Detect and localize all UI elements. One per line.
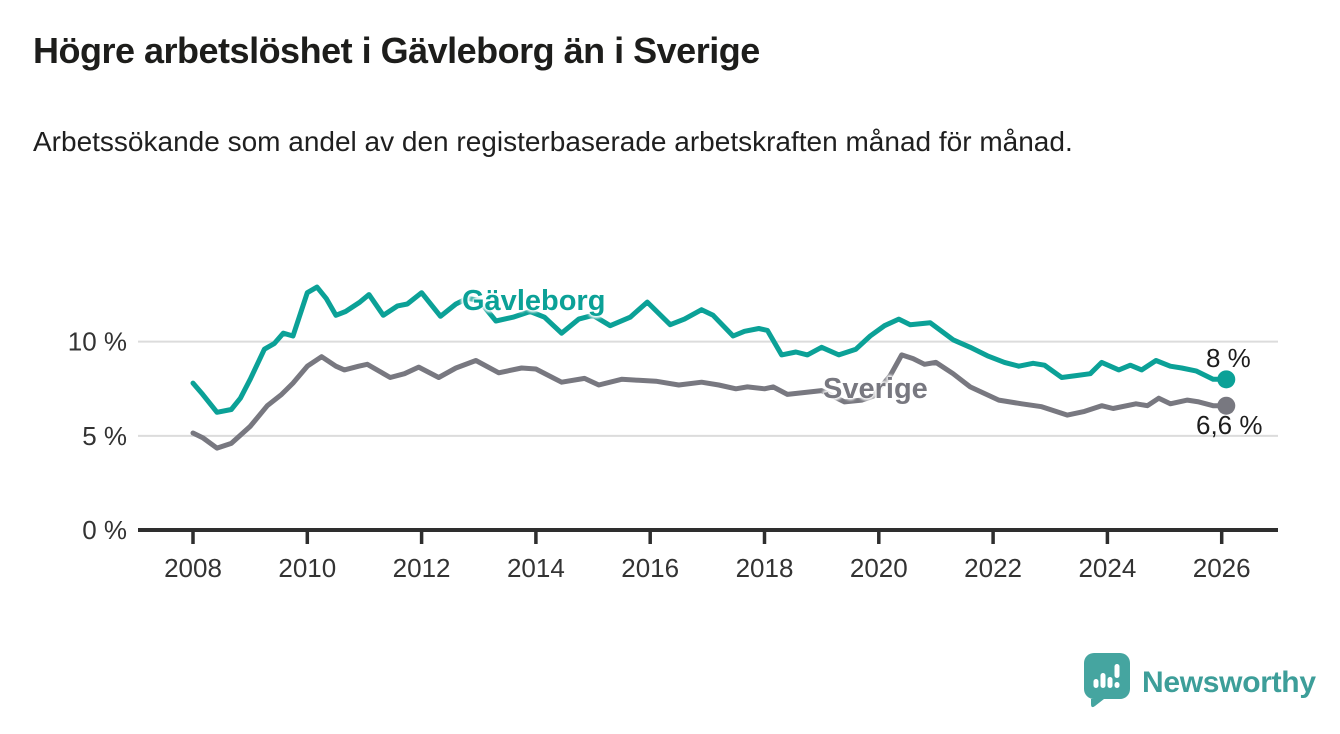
end-value-label-sverige: 6,6 % [1196, 410, 1263, 440]
chart-title: Högre arbetslöshet i Gävleborg än i Sver… [33, 30, 760, 71]
series-end-dot-sverige [1217, 396, 1236, 415]
series-label-gavleborg: Gävleborg [462, 285, 606, 317]
x-tick-label: 2018 [736, 553, 794, 583]
series-line-gävleborg [190, 284, 1229, 415]
newsworthy-logo-icon [1084, 653, 1130, 708]
y-tick-label: 0 % [82, 515, 127, 545]
x-tick-label: 2024 [1078, 553, 1136, 583]
chart-subtitle: Arbetssökande som andel av den registerb… [33, 126, 1073, 157]
series-label-sverige: Sverige [823, 373, 928, 405]
newsworthy-brand-text: Newsworthy [1142, 666, 1316, 699]
newsworthy-brand: Newsworthy [1084, 653, 1316, 713]
x-tick-label: 2014 [507, 553, 565, 583]
y-tick-label: 10 % [68, 327, 127, 357]
x-tick-label: 2022 [964, 553, 1022, 583]
y-tick-label: 5 % [82, 421, 127, 451]
x-tick-label: 2020 [850, 553, 908, 583]
series-end-dot-gävleborg [1217, 370, 1236, 389]
end-value-label-gavleborg: 8 % [1206, 343, 1251, 373]
x-tick-label: 2016 [621, 553, 679, 583]
x-tick-label: 2026 [1193, 553, 1251, 583]
series-line-sverige [190, 352, 1229, 451]
x-tick-label: 2012 [393, 553, 451, 583]
x-tick-label: 2008 [164, 553, 222, 583]
x-tick-label: 2010 [278, 553, 336, 583]
